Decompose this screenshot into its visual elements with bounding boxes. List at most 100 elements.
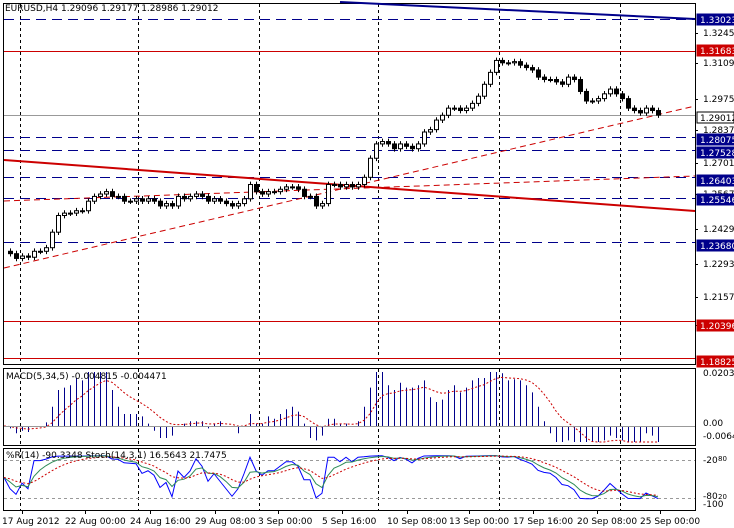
time-tick-label: 24 Aug 16:00 (130, 517, 191, 527)
candle-body (86, 200, 91, 212)
candle-body (518, 61, 523, 66)
candle-body (284, 186, 289, 190)
candle-body (380, 141, 385, 145)
candle-body (440, 114, 445, 121)
channel-lower-line (3, 105, 696, 269)
candle-body (290, 186, 295, 189)
level-price-label: 1.25546 (700, 196, 734, 206)
candle-body (620, 93, 625, 100)
candle-body (410, 145, 415, 150)
high-value: 1.29177 (101, 4, 139, 14)
candle-body (452, 107, 457, 110)
level-price-box (696, 239, 734, 252)
level-price-label: 1.33023 (700, 16, 734, 26)
candle-body (26, 255, 31, 258)
candle-body (464, 107, 469, 112)
candle-body (560, 81, 565, 85)
candle-body (650, 107, 655, 112)
candle-body (128, 200, 133, 203)
symbol-label: EURUSD,H4 (5, 4, 59, 14)
trend-lines[interactable] (3, 1, 696, 269)
level-price-box (696, 13, 734, 26)
wpr-stoch-indicator (3, 455, 695, 500)
candle-body (356, 183, 361, 188)
candles (8, 57, 661, 262)
candle-body (134, 198, 139, 202)
candle-body (194, 193, 199, 197)
stoch-main-line (3, 455, 659, 498)
candle-body (494, 59, 499, 73)
close-value: 1.29012 (181, 4, 219, 14)
macd-indicator (3, 372, 695, 443)
time-tick-label: 13 Sep 00:00 (449, 517, 509, 527)
candle-body (116, 195, 121, 198)
candle-body (506, 62, 511, 65)
time-axis: 17 Aug 2012 22 Aug 00:00 24 Aug 16:00 29 Au… (2, 510, 700, 527)
candle-body (146, 198, 151, 202)
candle-body (8, 250, 13, 255)
candle-body (308, 195, 313, 198)
candle-body (614, 88, 619, 95)
candle-body (164, 203, 169, 207)
candle-body (350, 183, 355, 188)
candle-body (638, 110, 643, 114)
candle-body (140, 198, 145, 202)
candle-body (188, 195, 193, 200)
candle-body (50, 231, 55, 249)
candle-body (368, 157, 373, 178)
stoch-tick-label: 80 (718, 455, 727, 463)
time-tick-label: 3 Sep 00:00 (258, 517, 313, 527)
stoch-signal-line (3, 455, 659, 496)
candle-body (314, 195, 319, 207)
price-tick-label: 1.24290 (703, 225, 734, 235)
time-tick-label: 29 Aug 08:00 (195, 517, 256, 527)
wpr-tick-label: -20 (703, 456, 718, 466)
candle-body (500, 59, 505, 64)
macd-title: MACD(5,34,5) -0.004815 -0.004471 (6, 372, 167, 382)
candle-body (320, 203, 325, 207)
candle-body (434, 119, 439, 131)
open-value: 1.29096 (61, 4, 99, 14)
candle-body (344, 183, 349, 188)
candle-body (590, 100, 595, 103)
level-price-label: 1.31683 (700, 47, 734, 57)
level-price-label: 1.20396 (700, 322, 734, 332)
channel-inner-line (3, 175, 696, 202)
candle-body (278, 188, 283, 193)
level-price-label: 1.23680 (700, 242, 734, 252)
candle-body (212, 198, 217, 202)
horizontal-levels[interactable] (4, 19, 695, 359)
candle-body (524, 64, 529, 69)
candle-body (254, 183, 259, 193)
candle-body (206, 195, 211, 202)
candle-body (74, 210, 79, 214)
candle-body (158, 200, 163, 207)
main-red-trendline (3, 159, 696, 212)
candle-body (398, 143, 403, 150)
candle-body (422, 131, 427, 145)
wpr-tick-label: -100 (703, 500, 724, 510)
candle-body (596, 98, 601, 102)
time-tick-label: 17 Sep 16:00 (513, 517, 573, 527)
candle-body (572, 76, 577, 81)
price-tick-label: 1.32450 (703, 29, 734, 39)
candle-body (488, 71, 493, 85)
candle-body (656, 110, 661, 116)
candle-body (62, 212, 67, 217)
resistance-trendline (339, 1, 696, 20)
price-tick-label: 1.22930 (703, 260, 734, 270)
time-tick-label: 25 Sep 00:00 (640, 517, 700, 527)
time-tick-label: 20 Sep 08:00 (577, 517, 637, 527)
candle-body (332, 183, 337, 186)
candle-body (200, 193, 205, 197)
candle-body (104, 191, 109, 195)
level-price-label: 1.27528 (700, 149, 734, 159)
candle-body (44, 247, 49, 252)
candle-body (470, 102, 475, 109)
candle-body (56, 215, 61, 233)
level-price-box (696, 146, 734, 159)
level-price-label: 1.26403 (700, 177, 734, 187)
candle-body (14, 253, 19, 259)
candle-body (530, 67, 535, 71)
